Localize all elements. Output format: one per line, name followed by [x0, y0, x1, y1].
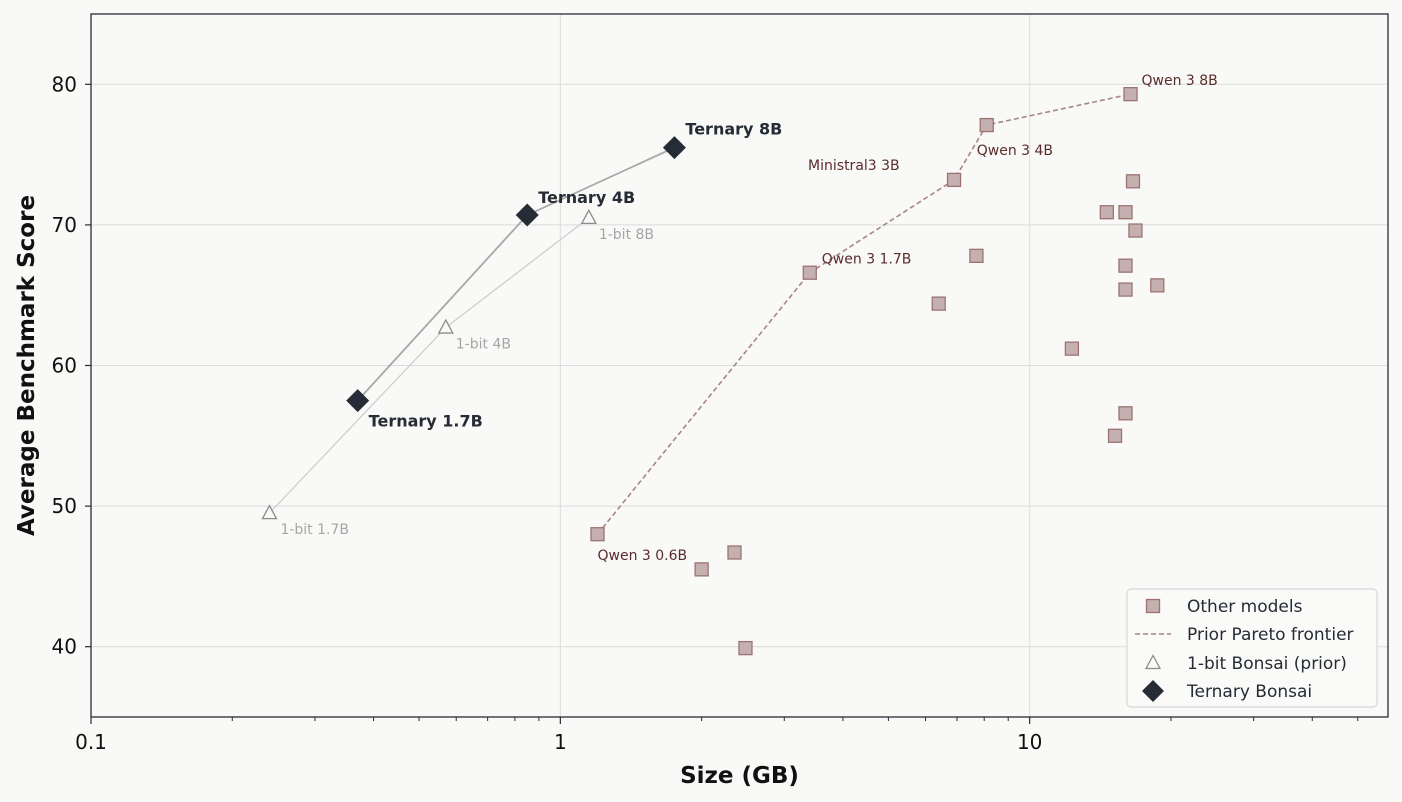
legend-entry-label: 1-bit Bonsai (prior) [1187, 654, 1347, 674]
y-tick-label: 40 [52, 635, 77, 659]
other-model-label: Qwen 3 8B [1142, 73, 1218, 89]
other-model-point [694, 562, 709, 577]
other-model-label: Qwen 3 4B [977, 143, 1053, 159]
ternary-point [346, 389, 370, 413]
legend-box [1126, 588, 1378, 708]
legend-entry-label: Other models [1187, 597, 1303, 617]
other-model-point [1123, 86, 1138, 102]
onebit-point [437, 318, 454, 334]
other-model-point [931, 296, 946, 311]
other-model-point [1150, 278, 1165, 293]
other-model-point [1118, 406, 1133, 421]
y-tick-label: 70 [52, 213, 77, 237]
x-tick-label: 10 [1017, 730, 1042, 754]
point-labels: Qwen 3 0.6B Qwen 3 1.7B Ministral3 3B Qwen … [280, 73, 1217, 564]
x-tick-label: 1 [554, 730, 567, 754]
legend-entry-label: Prior Pareto frontier [1187, 625, 1354, 645]
other-model-point [738, 640, 753, 656]
legend-entry-label: Ternary Bonsai [1186, 682, 1312, 702]
other-model-point [727, 545, 742, 560]
minor-ticks [231, 717, 1359, 721]
other-model-point [1118, 205, 1133, 220]
legend: Other models Prior Pareto frontier 1-bit B… [1126, 588, 1378, 708]
y-axis-title: Average Benchmark Score [14, 195, 40, 536]
legend-triangle-icon [1144, 654, 1162, 670]
x-axis-title: Size (GB) [680, 763, 799, 789]
other-model-point [969, 248, 984, 263]
y-tick-label: 60 [52, 354, 77, 378]
onebit-point [580, 208, 597, 225]
onebit-label: 1-bit 8B [599, 227, 654, 243]
ternary-label: Ternary 1.7B [369, 412, 483, 431]
other-model-point [946, 172, 962, 188]
legend-square-icon [1145, 598, 1161, 614]
other-model-point [1128, 223, 1143, 238]
other-model-point [1125, 174, 1141, 189]
y-tick-label: 80 [52, 72, 77, 96]
other-model-point [590, 527, 605, 542]
ternary-point [515, 203, 539, 227]
axis-ticks: 40 50 60 70 80 0.1 1 10 [52, 72, 1043, 754]
other-model-label: Qwen 3 0.6B [598, 548, 688, 564]
other-model-point [979, 117, 994, 133]
onebit-label: 1-bit 4B [456, 337, 511, 353]
ternary-label: Ternary 4B [538, 188, 635, 207]
other-model-point [1099, 205, 1114, 220]
other-model-point [802, 265, 817, 280]
onebit-label: 1-bit 1.7B [280, 522, 349, 538]
other-model-label: Ministral3 3B [808, 158, 900, 174]
legend-diamond-icon [1142, 680, 1164, 702]
other-model-point [1107, 428, 1123, 443]
x-tick-label: 0.1 [75, 730, 107, 754]
y-tick-label: 50 [52, 494, 77, 518]
onebit-point [261, 504, 278, 520]
ternary-label: Ternary 8B [685, 120, 782, 139]
other-model-point [1118, 282, 1133, 297]
other-model-point [1118, 258, 1133, 273]
other-model-point [1064, 341, 1080, 356]
ternary-point [662, 136, 686, 160]
data-marks [261, 86, 1165, 656]
other-model-label: Qwen 3 1.7B [822, 252, 912, 268]
